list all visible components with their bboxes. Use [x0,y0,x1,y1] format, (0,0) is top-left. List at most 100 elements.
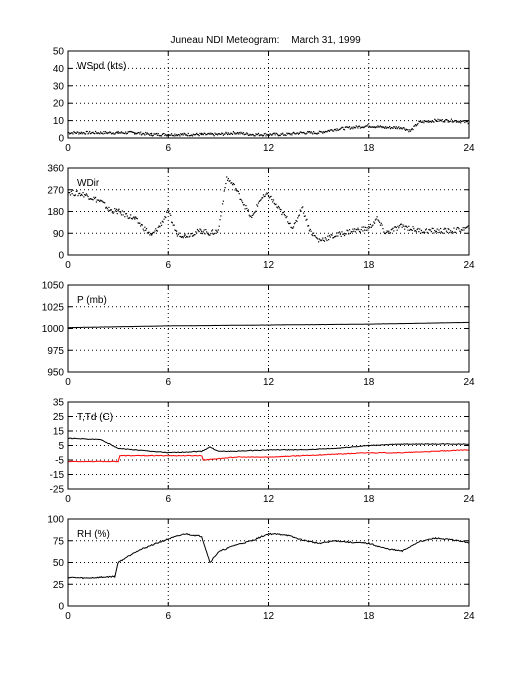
data-point [462,227,464,229]
data-point [139,133,141,135]
data-point [115,131,118,133]
data-point [99,131,102,133]
data-point [460,122,462,124]
y-tick-label: 270 [47,185,64,196]
data-point [185,236,187,239]
data-point [244,208,246,210]
data-point [435,120,438,122]
data-point [363,126,365,129]
data-point [197,230,199,232]
data-point [192,133,194,135]
data-point [163,132,165,135]
data-point [341,231,343,233]
data-point [384,127,386,129]
data-point [156,134,158,136]
data-point [116,131,118,133]
data-point [299,131,301,133]
data-point [210,232,212,235]
data-point [385,127,387,129]
data-point [175,229,177,232]
data-point [250,215,252,217]
data-point [84,133,87,135]
data-point [163,218,165,220]
data-point [301,132,303,134]
data-point [176,230,178,232]
data-point [459,230,461,232]
data-point [246,207,248,210]
data-point [273,132,275,134]
data-point [130,217,133,220]
data-point [418,120,420,122]
series-line [67,449,470,463]
data-point [328,238,330,241]
data-point [207,233,209,236]
data-point [215,229,217,231]
data-point [234,133,236,135]
data-point [299,209,301,211]
data-point [447,121,449,123]
data-point [242,132,245,134]
data-point [354,231,356,233]
data-point [306,132,308,134]
data-point [425,228,427,230]
data-point [423,231,425,233]
data-point [434,119,437,121]
data-point [313,132,316,134]
data-point [184,133,186,135]
data-point [324,237,326,239]
data-point [382,126,384,128]
data-point [280,209,282,211]
data-point [392,127,394,129]
data-point [240,198,242,201]
data-point [237,190,240,193]
data-point [123,211,125,213]
data-point [232,131,235,133]
data-point [355,228,357,231]
data-point [321,239,323,241]
data-point [419,120,422,122]
data-point [379,125,382,127]
chart-panel-2: 0 6 12 18 24 0 90 180 270 360 WDir [47,164,475,272]
data-point [169,134,171,136]
data-point [246,132,248,134]
data-point [206,133,209,135]
data-point [407,129,409,131]
data-point [287,132,290,134]
data-point [166,134,169,136]
data-point [87,195,89,198]
data-point [105,206,108,208]
data-point [278,134,280,136]
data-point [102,201,104,203]
data-point [448,121,450,123]
data-point [162,221,164,223]
data-point [127,217,129,219]
data-point [130,131,133,133]
data-point [217,133,219,135]
data-point [71,193,73,195]
y-tick-label: 25 [53,580,65,591]
data-point [104,132,106,135]
data-point [257,205,259,207]
data-point [140,223,143,226]
data-point [414,124,417,126]
data-point [359,127,361,129]
data-point [414,230,416,232]
data-point [302,132,304,134]
data-point [146,132,148,134]
data-point [292,227,294,229]
data-point [193,234,195,236]
data-point [320,131,322,133]
data-point [344,126,346,128]
data-point [271,134,273,136]
data-point [377,219,379,221]
y-tick-label: 1025 [42,302,65,313]
data-point [342,126,344,129]
data-point [323,240,326,242]
data-point [103,130,105,133]
data-point [218,133,220,135]
data-point [259,200,261,202]
data-point [149,234,151,236]
data-point [176,235,179,237]
data-point [182,134,184,136]
